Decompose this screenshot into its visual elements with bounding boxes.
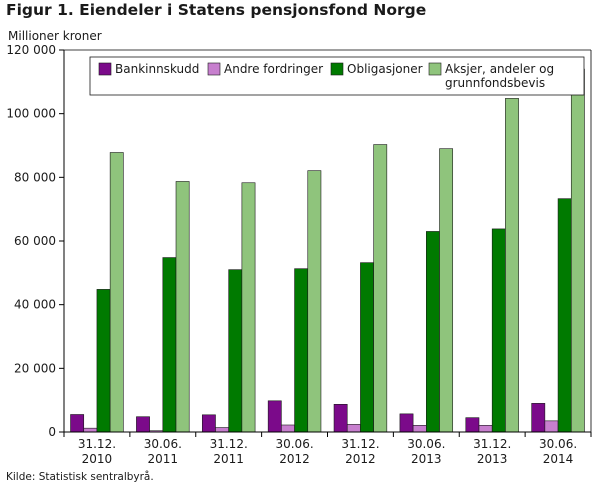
bars — [70, 68, 585, 433]
bar-aksjer-1 — [175, 181, 190, 433]
x-tick-label: 31.12. 2010 — [78, 437, 116, 466]
bar-aksjer-0 — [109, 152, 124, 433]
bar-andre-2 — [215, 427, 229, 433]
bar-obligasjoner-1 — [162, 257, 177, 433]
x-axis-labels: 31.12. 2010 30.06. 2011 31.12. 2011 30.06. 2012… — [78, 437, 577, 466]
bar-andre-6 — [478, 425, 493, 433]
source-note: Kilde: Statistisk sentralbyrå. — [6, 471, 154, 483]
y-tick-label: 20 000 — [14, 361, 56, 375]
legend-swatch — [428, 62, 442, 76]
x-tick-label: 30.06. 2013 — [407, 437, 445, 466]
y-tick-label: 60 000 — [14, 234, 56, 248]
y-tick-label: 100 000 — [6, 107, 56, 121]
bar-aksjer-7 — [570, 68, 585, 433]
bar-bankinnskudd-2 — [201, 414, 216, 433]
y-axis-ticks: 0 20 000 40 000 60 000 80 000 100 000 120 000 — [6, 43, 64, 439]
legend: Bankinnskudd Andre fordringer Obligasjoner… — [89, 56, 585, 96]
x-tick-label: 30.06. 2014 — [539, 437, 577, 466]
bar-aksjer-2 — [241, 182, 256, 433]
y-tick-label: 120 000 — [6, 43, 56, 57]
bar-andre-5 — [412, 425, 427, 433]
legend-label: Bankinnskudd — [115, 62, 199, 76]
bar-bankinnskudd-4 — [333, 404, 348, 433]
plot-frame — [63, 49, 592, 437]
legend-swatch — [207, 62, 221, 76]
bar-andre-4 — [346, 424, 361, 433]
legend-swatch — [330, 62, 344, 76]
legend-label: Andre fordringer — [224, 62, 323, 76]
bar-bankinnskudd-1 — [136, 416, 150, 433]
x-tick-label: 31.12. 2011 — [210, 437, 248, 466]
bar-bankinnskudd-6 — [465, 417, 480, 433]
y-tick-label: 80 000 — [14, 170, 56, 184]
chart-title: Figur 1. Eiendeler i Statens pensjonsfon… — [6, 1, 427, 19]
bar-obligasjoner-4 — [360, 262, 374, 433]
bar-obligasjoner-7 — [557, 198, 572, 433]
bar-aksjer-3 — [307, 170, 322, 433]
bar-bankinnskudd-0 — [70, 414, 85, 433]
bar-obligasjoner-2 — [228, 269, 243, 433]
bar-obligasjoner-5 — [426, 231, 440, 433]
legend-label: Obligasjoner — [347, 62, 423, 76]
bar-aksjer-5 — [439, 148, 454, 433]
x-tick-label: 31.12. 2013 — [473, 437, 511, 466]
y-tick-label: 0 — [48, 425, 56, 439]
bar-obligasjoner-0 — [96, 289, 111, 433]
bar-obligasjoner-6 — [491, 228, 506, 433]
y-axis-label: Millioner kroner — [8, 29, 102, 43]
x-tick-label: 30.06. 2011 — [144, 437, 182, 466]
legend-swatch — [98, 62, 112, 76]
x-tick-label: 30.06. 2012 — [275, 437, 313, 466]
bar-andre-7 — [544, 420, 559, 433]
bar-bankinnskudd-3 — [267, 400, 282, 433]
legend-label: Aksjer, andeler og grunnfondsbevis — [445, 62, 554, 90]
bar-aksjer-4 — [373, 144, 388, 433]
bar-bankinnskudd-5 — [399, 413, 414, 433]
bar-andre-3 — [281, 424, 295, 433]
x-tick-label: 31.12. 2012 — [341, 437, 379, 466]
bar-bankinnskudd-7 — [531, 403, 546, 433]
bar-aksjer-6 — [505, 98, 519, 433]
y-tick-label: 40 000 — [14, 298, 56, 312]
bar-andre-0 — [83, 427, 98, 433]
bar-obligasjoner-3 — [294, 268, 309, 433]
